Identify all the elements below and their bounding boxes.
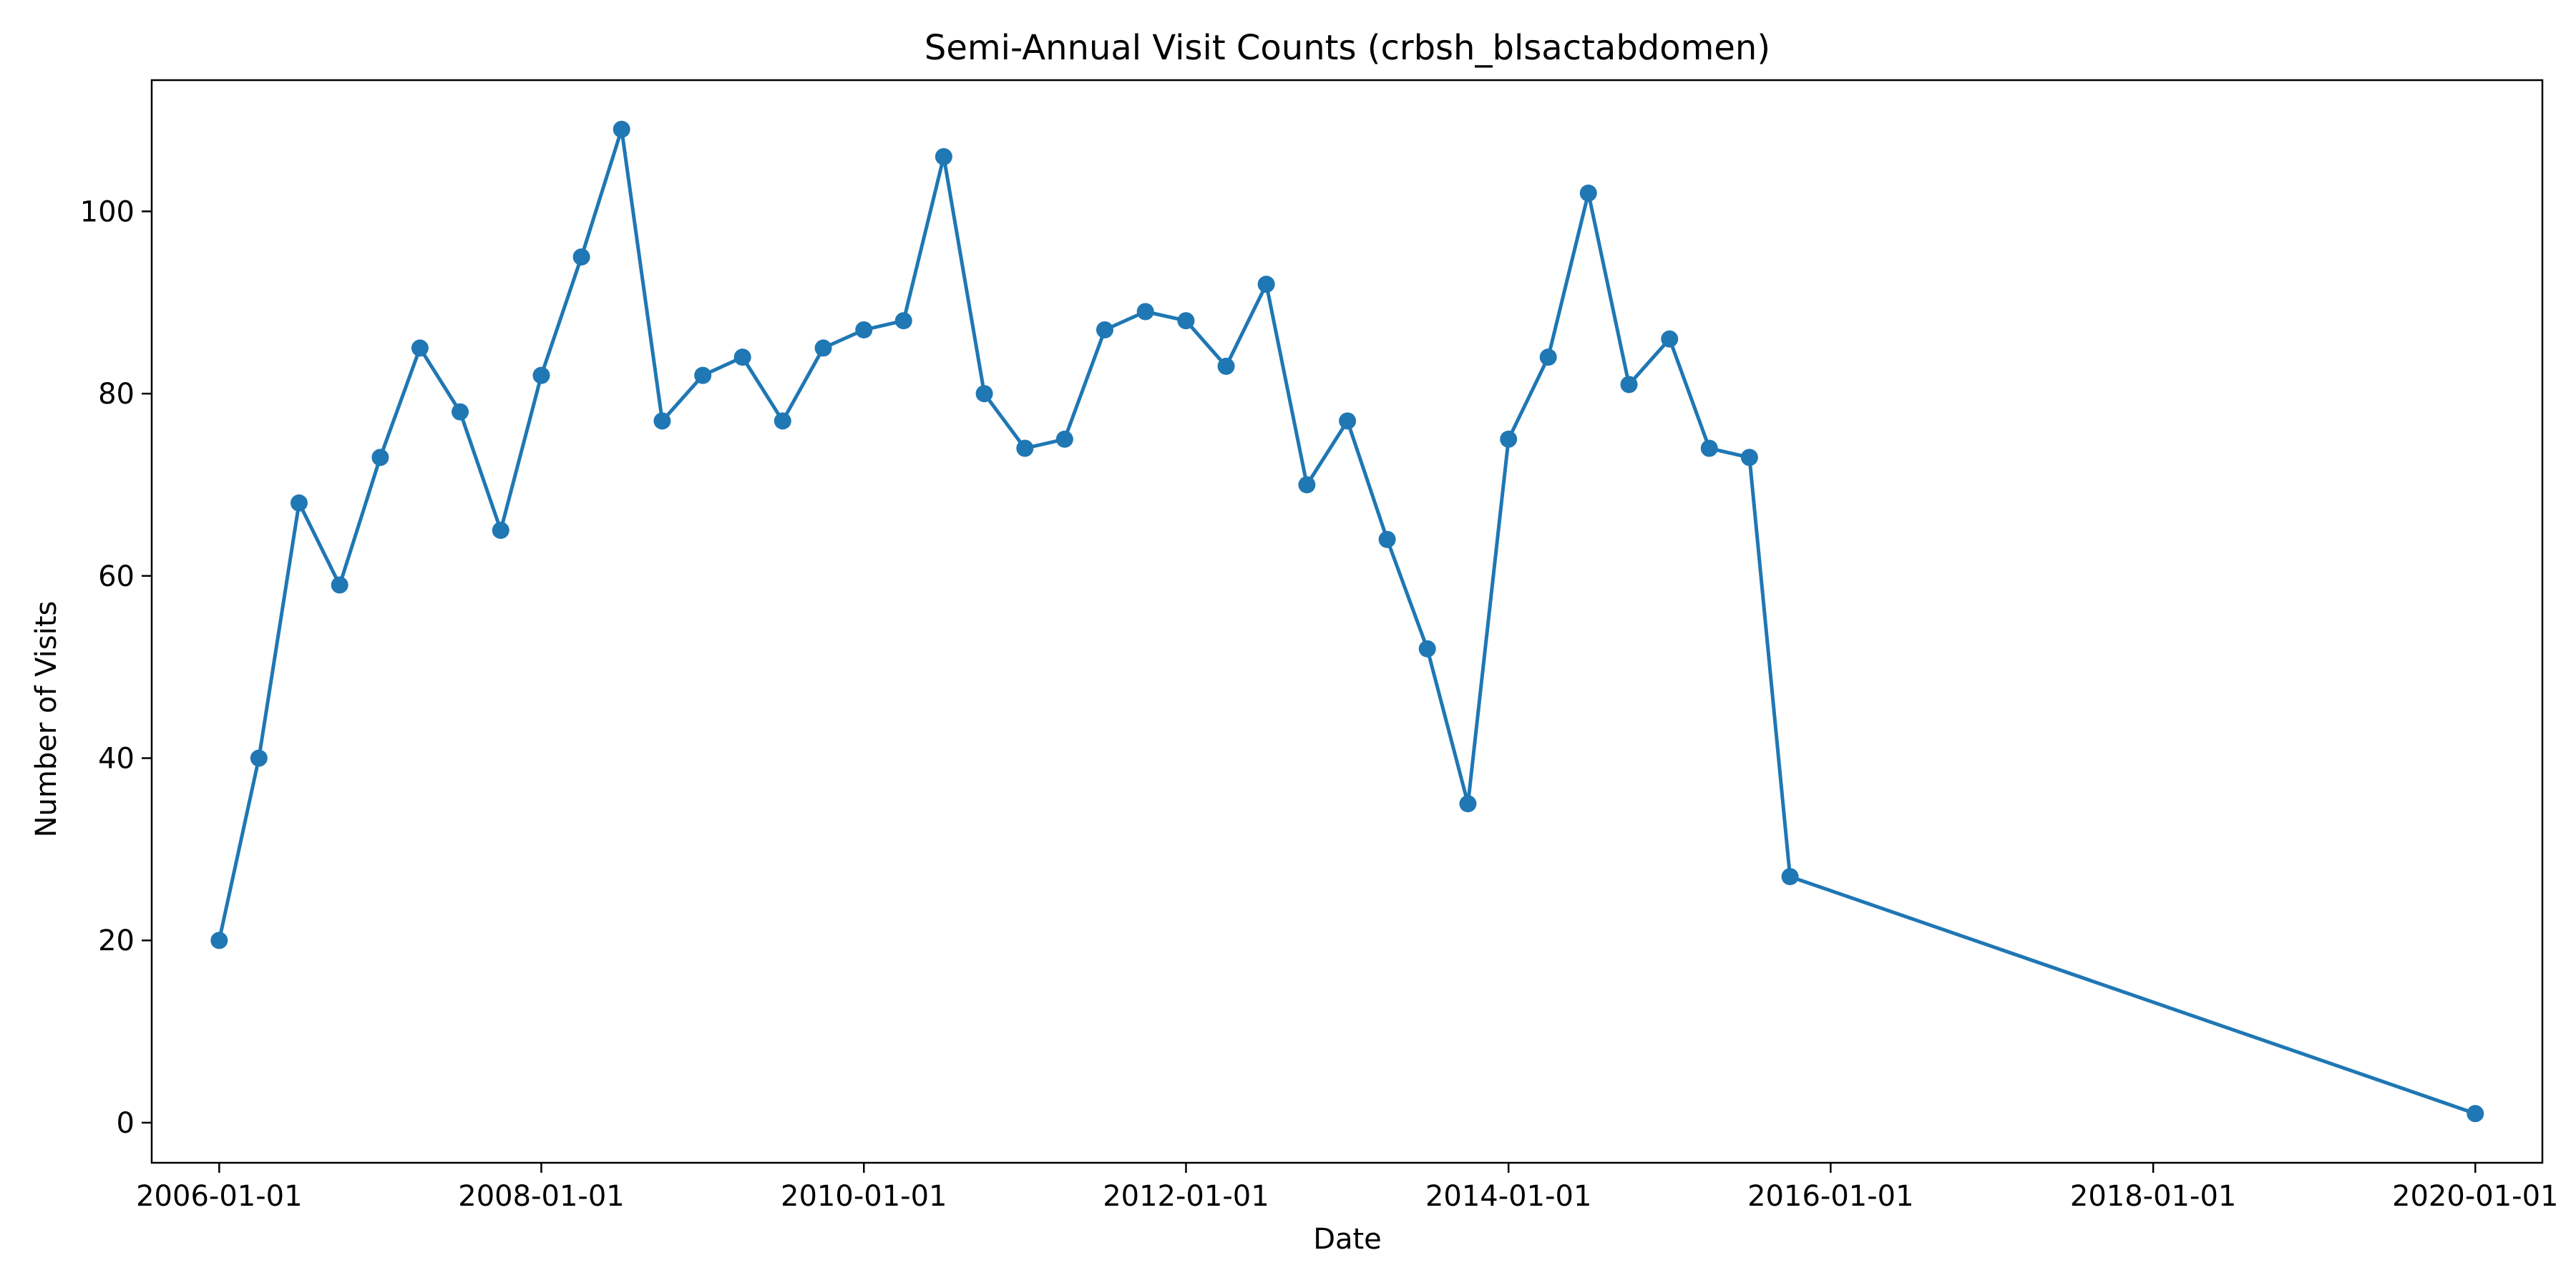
x-tick-label: 2008-01-01 [458, 1180, 624, 1213]
x-tick-label: 2018-01-01 [2070, 1180, 2236, 1213]
data-point [1620, 376, 1638, 394]
data-point [250, 749, 268, 767]
chart-title: Semi-Annual Visit Counts (crbsh_blsactab… [924, 28, 1770, 68]
data-point [814, 339, 832, 357]
data-point [975, 385, 993, 403]
x-axis-title: Date [1313, 1223, 1382, 1256]
data-point [935, 147, 952, 165]
x-tick-label: 2006-01-01 [136, 1180, 302, 1213]
data-point [1096, 321, 1113, 338]
data-point [1136, 303, 1154, 321]
data-point [572, 248, 590, 266]
x-tick-label: 2020-01-01 [2392, 1180, 2558, 1213]
data-point [1740, 449, 1758, 467]
data-point [1700, 439, 1718, 457]
data-point [411, 339, 429, 357]
data-point [331, 576, 348, 594]
data-point [653, 412, 671, 430]
data-point [1177, 312, 1195, 330]
data-point [371, 449, 389, 467]
data-point [733, 348, 751, 366]
data-point [1378, 530, 1396, 548]
data-point [855, 321, 873, 338]
data-point [894, 312, 912, 330]
data-point [452, 403, 469, 421]
data-point [210, 932, 228, 950]
y-tick-label: 60 [98, 560, 135, 593]
data-point [1217, 357, 1235, 375]
y-tick-label: 20 [98, 924, 135, 957]
data-point [1339, 412, 1357, 430]
data-point [2467, 1105, 2484, 1123]
ticks-layer: 2006-01-01 2008-01-01 2010-01-01 2012-01-01… [80, 195, 2559, 1213]
data-point [694, 366, 712, 384]
y-tick-label: 100 [80, 195, 135, 228]
series-layer [210, 120, 2484, 1123]
data-point [290, 494, 308, 512]
data-point [1257, 275, 1275, 293]
data-point [1016, 439, 1034, 457]
data-point [1500, 430, 1518, 448]
data-point [532, 366, 550, 384]
x-tick-label: 2010-01-01 [781, 1180, 947, 1213]
data-point [1579, 184, 1597, 202]
data-point [1055, 430, 1073, 448]
data-point [1418, 640, 1436, 658]
data-point [1298, 476, 1316, 494]
y-tick-label: 80 [98, 378, 135, 411]
y-axis-title: Number of Visits [30, 601, 63, 838]
data-point [1539, 348, 1557, 366]
x-tick-label: 2016-01-01 [1747, 1180, 1913, 1213]
data-point [1781, 868, 1799, 886]
data-point [492, 522, 509, 540]
data-point [1459, 795, 1477, 813]
x-tick-label: 2012-01-01 [1103, 1180, 1269, 1213]
plot-frame [150, 79, 2544, 1164]
data-point [1661, 330, 1679, 348]
data-point [613, 120, 630, 138]
x-tick-label: 2014-01-01 [1425, 1180, 1591, 1213]
data-point [774, 412, 791, 430]
y-tick-label: 40 [98, 743, 135, 776]
y-tick-label: 0 [117, 1107, 135, 1140]
